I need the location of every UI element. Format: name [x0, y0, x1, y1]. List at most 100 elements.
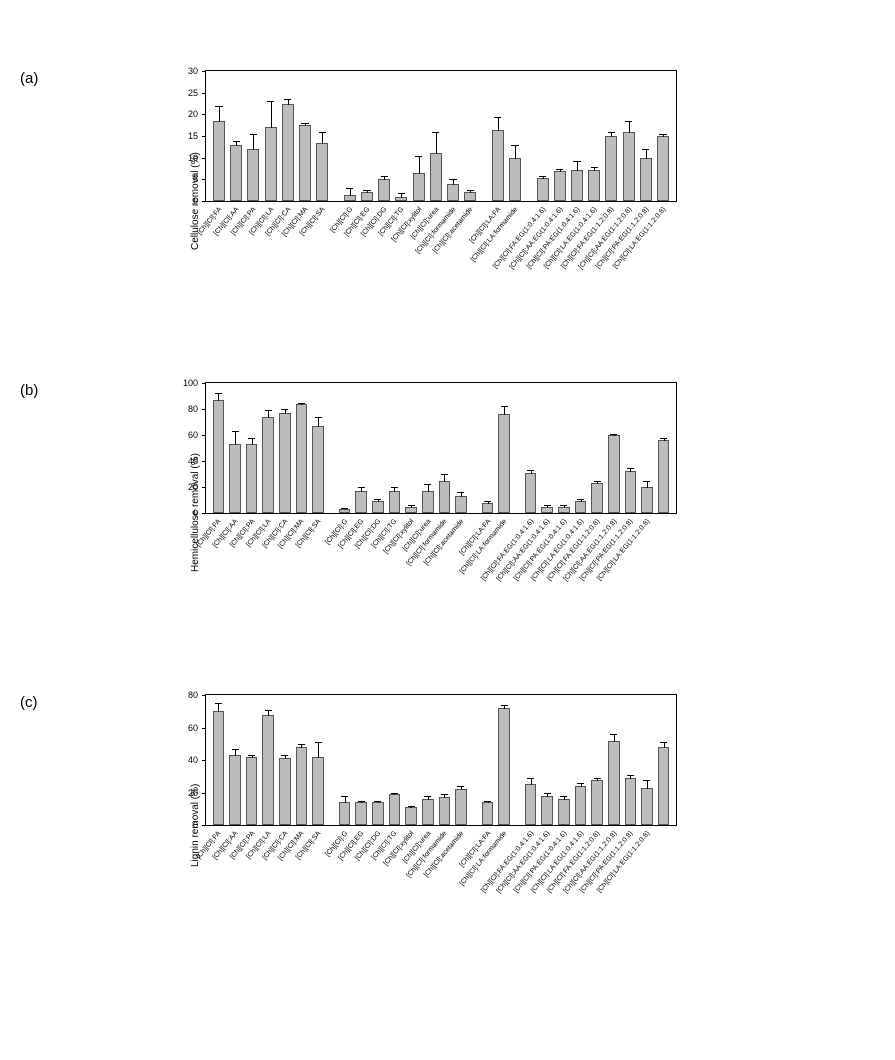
error-cap: [441, 474, 448, 475]
bar: [482, 802, 494, 825]
bar: [262, 715, 274, 826]
error-cap: [408, 505, 415, 506]
error-cap: [608, 132, 615, 133]
panels-container: (a)Cellulose removal (%)051015202530[Ch]…: [0, 70, 895, 956]
y-tick-label: 80: [188, 404, 198, 414]
bar: [372, 501, 384, 513]
error-cap: [374, 801, 381, 802]
error-bar: [345, 509, 346, 510]
bar: [395, 197, 407, 201]
bar: [413, 173, 425, 201]
panel-c: (c)Lignin removal (%)020406080[Ch][Cl]:F…: [0, 694, 895, 956]
error-bar: [531, 471, 532, 474]
error-bar: [461, 787, 462, 790]
bar: [541, 796, 553, 825]
error-cap: [346, 188, 353, 189]
y-tick-label: 20: [188, 109, 198, 119]
bar: [455, 789, 467, 825]
bar: [482, 503, 494, 513]
bar: [455, 496, 467, 513]
error-cap: [281, 409, 288, 410]
bar: [355, 802, 367, 825]
bar: [213, 711, 225, 825]
error-cap: [341, 508, 348, 509]
bar: [525, 784, 537, 825]
figure-page: { "layout": { "plot_width": 470, "plot_h…: [0, 0, 895, 1016]
bar: [279, 413, 291, 513]
error-bar: [647, 781, 648, 789]
error-bar: [470, 191, 471, 193]
error-bar: [629, 122, 630, 133]
bar: [344, 195, 356, 202]
error-bar: [531, 779, 532, 786]
error-cap: [457, 492, 464, 493]
error-bar: [235, 432, 236, 445]
bar: [378, 179, 390, 201]
bar: [608, 435, 620, 513]
error-cap: [457, 786, 464, 787]
bar: [658, 747, 670, 825]
bar: [296, 404, 308, 513]
plot-area: 020406080100: [205, 382, 677, 514]
bar: [640, 158, 652, 201]
error-bar: [436, 133, 437, 155]
error-bar: [663, 135, 664, 137]
y-tick-label: 60: [188, 430, 198, 440]
panel-b: (b)Hemicellulose removal (%)020406080100…: [0, 382, 895, 644]
error-bar: [361, 488, 362, 492]
bar: [247, 149, 259, 201]
error-bar: [285, 756, 286, 759]
error-bar: [581, 500, 582, 503]
error-cap: [544, 505, 551, 506]
bar: [447, 184, 459, 201]
y-tick-label: 100: [183, 378, 198, 388]
bar: [213, 121, 225, 201]
bar: [525, 473, 537, 513]
error-bar: [564, 797, 565, 800]
error-cap: [501, 705, 508, 706]
chart: 020406080100[Ch][Cl]:FA[Ch][Cl]:AA[Ch][C…: [205, 382, 677, 644]
error-cap: [341, 796, 348, 797]
error-bar: [515, 146, 516, 159]
bar: [537, 178, 549, 201]
y-tick-label: 30: [188, 66, 198, 76]
error-bar: [453, 180, 454, 184]
y-tick-label: 0: [193, 820, 198, 830]
error-cap: [391, 793, 398, 794]
bar: [355, 491, 367, 513]
error-bar: [301, 745, 302, 748]
error-cap: [660, 742, 667, 743]
error-cap: [594, 481, 601, 482]
bar: [372, 802, 384, 825]
bars: [206, 695, 676, 825]
error-bar: [288, 100, 289, 104]
chart: 020406080[Ch][Cl]:FA[Ch][Cl]:AA[Ch][Cl]:…: [205, 694, 677, 956]
error-bar: [305, 124, 306, 126]
error-bar: [268, 411, 269, 418]
error-cap: [215, 106, 222, 107]
bar: [541, 507, 553, 514]
error-cap: [560, 505, 567, 506]
error-bar: [547, 794, 548, 797]
error-cap: [248, 755, 255, 756]
bar: [296, 747, 308, 825]
error-cap: [315, 417, 322, 418]
bar: [339, 509, 351, 513]
error-bar: [361, 802, 362, 804]
error-cap: [363, 190, 370, 191]
bar: [282, 104, 294, 202]
error-cap: [577, 783, 584, 784]
error-bar: [614, 735, 615, 742]
bar: [623, 132, 635, 201]
bar: [361, 192, 373, 201]
error-bar: [301, 404, 302, 405]
error-bar: [646, 150, 647, 159]
error-bar: [236, 142, 237, 145]
y-tick-label: 80: [188, 690, 198, 700]
error-cap: [544, 793, 551, 794]
error-cap: [556, 169, 563, 170]
y-tick-label: 10: [188, 153, 198, 163]
error-cap: [627, 468, 634, 469]
bar: [422, 491, 434, 513]
error-bar: [411, 506, 412, 507]
